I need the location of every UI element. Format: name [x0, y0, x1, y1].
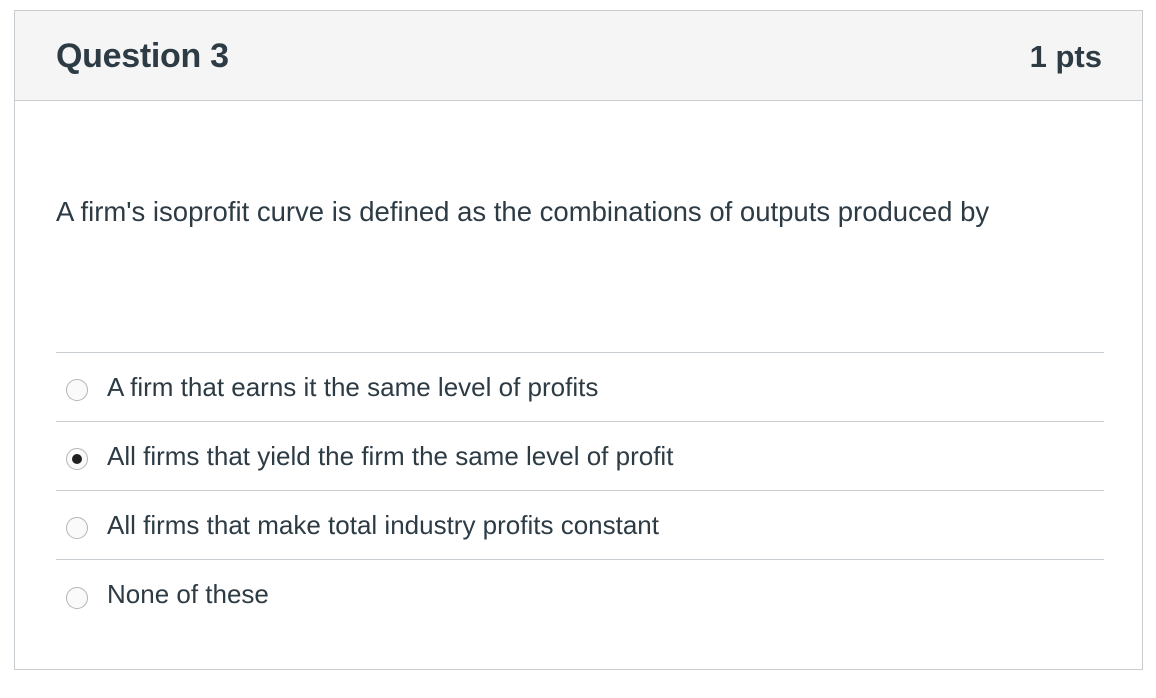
radio-button-selected[interactable]: [66, 448, 88, 470]
question-title: Question 3: [56, 37, 229, 75]
answer-label[interactable]: None of these: [107, 579, 269, 609]
radio-button[interactable]: [66, 379, 88, 401]
question-points: 1 pts: [1029, 39, 1102, 74]
question-card: Question 3 1 pts A firm's isoprofit curv…: [14, 10, 1143, 670]
answer-option-3[interactable]: All firms that make total industry profi…: [56, 491, 1104, 560]
answer-option-4[interactable]: None of these: [56, 560, 1104, 629]
radio-button[interactable]: [66, 517, 88, 539]
answer-option-2[interactable]: All firms that yield the firm the same l…: [56, 422, 1104, 491]
question-text: A firm's isoprofit curve is defined as t…: [56, 196, 990, 227]
question-header: Question 3 1 pts: [15, 11, 1142, 101]
answer-option-1[interactable]: A firm that earns it the same level of p…: [56, 353, 1104, 422]
radio-button[interactable]: [66, 586, 88, 609]
answer-list: A firm that earns it the same level of p…: [56, 352, 1104, 629]
answer-label[interactable]: A firm that earns it the same level of p…: [107, 371, 599, 402]
answer-label[interactable]: All firms that yield the firm the same l…: [107, 440, 674, 471]
answer-label[interactable]: All firms that make total industry profi…: [107, 509, 659, 540]
